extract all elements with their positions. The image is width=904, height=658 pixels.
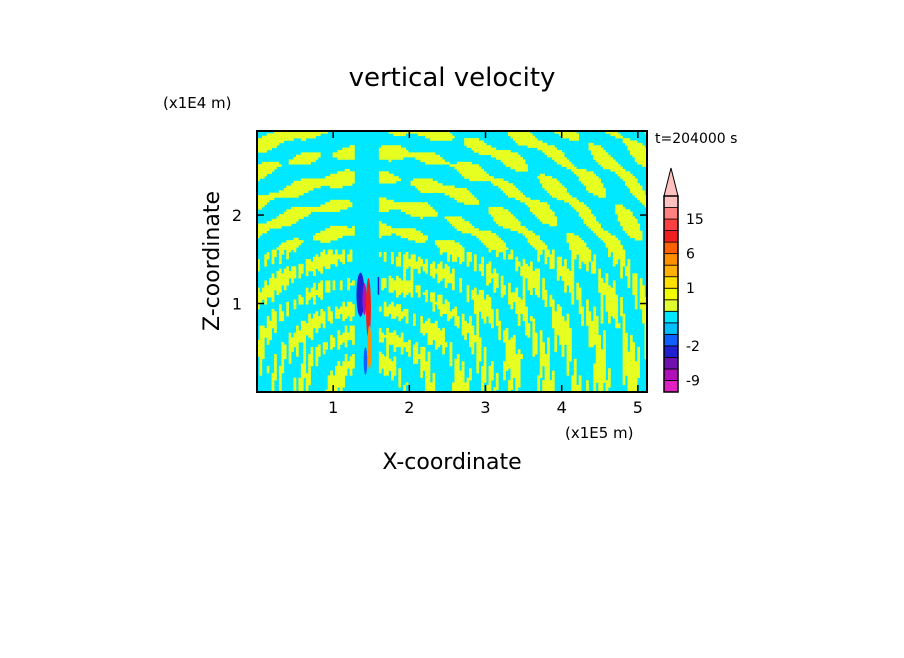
downdraft-lower	[363, 347, 368, 376]
x-tick-label: 1	[328, 398, 338, 417]
y-axis-label: Z-coordinate	[200, 191, 225, 331]
colorbar-band	[663, 380, 679, 393]
x-tick-label: 5	[633, 398, 643, 417]
colorbar-tick-label: -9	[686, 373, 700, 389]
x-axis: 1 2 3 4 5	[328, 131, 643, 417]
contour-field	[257, 131, 647, 392]
colorbar-tick-label: 6	[686, 247, 695, 263]
colorbar-band	[663, 310, 679, 324]
colorbar-frame	[663, 195, 679, 393]
colorbar-band	[663, 276, 679, 289]
colorbar-band	[663, 299, 679, 312]
x-tick-label: 3	[480, 398, 490, 417]
colorbar-band	[663, 357, 679, 370]
plot-frame	[256, 130, 648, 393]
updraft-core	[365, 277, 371, 338]
y-axis: 12	[232, 206, 647, 314]
chart-title: vertical velocity	[349, 63, 556, 93]
colorbar-tick-label: -2	[686, 339, 700, 355]
colorbar-band	[663, 333, 679, 347]
downdraft-core	[356, 272, 365, 317]
x-tick-label: 2	[404, 398, 414, 417]
colorbar-band	[663, 345, 679, 358]
colorbar-band	[663, 368, 679, 381]
x-axis-label: X-coordinate	[382, 450, 521, 475]
colorbar: 15 6 1 -2 -9	[663, 167, 704, 393]
x-unit-label: (x1E5 m)	[565, 424, 634, 442]
colorbar-band	[663, 230, 679, 243]
time-label: t=204000 s	[655, 131, 737, 147]
x-tick-label: 4	[557, 398, 567, 417]
colorbar-extend-arrow	[663, 167, 679, 197]
colorbar-band	[663, 218, 679, 231]
colorbar-band	[663, 207, 679, 220]
y-tick-label: 2	[232, 206, 242, 225]
downdraft-peak	[362, 283, 367, 316]
colorbar-tick-label: 15	[686, 212, 704, 228]
colorbar-band	[663, 241, 679, 255]
updraft-lower	[367, 325, 372, 370]
y-unit-label: (x1E4 m)	[163, 94, 232, 112]
colorbar-band	[663, 264, 679, 278]
colorbar-band	[663, 287, 679, 301]
colorbar-tick-label: 1	[686, 281, 695, 297]
colorbar-band	[663, 253, 679, 266]
colorbar-band	[663, 322, 679, 335]
colorbar-band	[663, 195, 679, 208]
y-tick-label: 1	[232, 295, 242, 314]
